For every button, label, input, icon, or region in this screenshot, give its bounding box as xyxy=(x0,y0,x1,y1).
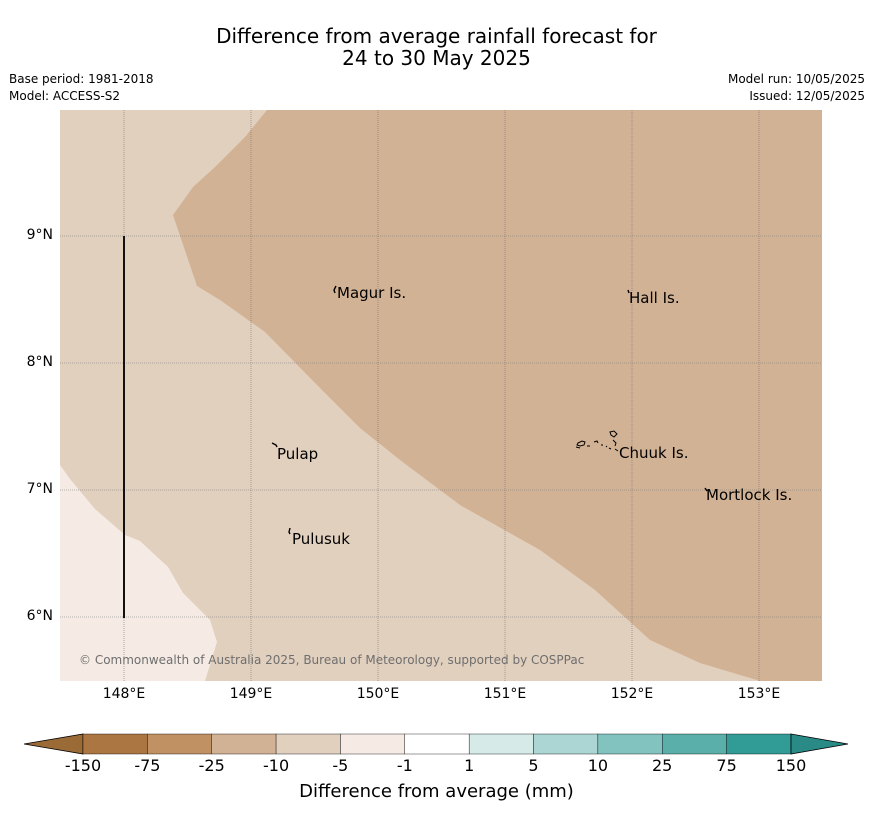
colorbar-segment xyxy=(533,733,599,755)
colorbar-segment xyxy=(82,733,148,755)
base-period-text: Base period: 1981-2018 xyxy=(9,72,154,86)
magur-island-outline xyxy=(333,285,337,294)
place-label-hall: Hall Is. xyxy=(629,289,680,307)
lon-label-153e: 153°E xyxy=(737,686,781,702)
pulap-island-outline xyxy=(271,442,278,448)
chuuk-island-outlines xyxy=(575,430,619,452)
colorbar-tick-label: 25 xyxy=(652,756,673,775)
colorbar-tick-label: -150 xyxy=(64,756,102,775)
lat-label-7n: 7°N xyxy=(26,481,53,497)
place-label-pulusuk: Pulusuk xyxy=(292,530,350,548)
lon-label-149e: 149°E xyxy=(229,686,273,702)
colorbar-tick-label: -1 xyxy=(396,756,413,775)
colorbar-segment xyxy=(211,733,277,755)
colorbar-segment xyxy=(275,733,341,755)
colorbar-segment xyxy=(726,733,792,755)
lat-label-9n: 9°N xyxy=(26,227,53,243)
lat-label-6n: 6°N xyxy=(26,608,53,624)
colorbar-segment xyxy=(468,733,534,755)
pulusuk-island-outline xyxy=(288,527,291,535)
copyright-notice: © Commonwealth of Australia 2025, Bureau… xyxy=(79,653,585,667)
map-title-line-2: 24 to 30 May 2025 xyxy=(342,46,531,70)
model-run-text: Model run: 10/05/2025 xyxy=(727,72,865,86)
colorbar-over-arrow xyxy=(790,733,849,755)
lon-label-152e: 152°E xyxy=(610,686,654,702)
lon-label-150e: 150°E xyxy=(356,686,400,702)
island-outlines xyxy=(271,285,708,535)
colorbar-segment xyxy=(404,733,470,755)
lon-label-148e: 148°E xyxy=(102,686,146,702)
colorbar-segments xyxy=(82,733,792,755)
colorbar-graphic xyxy=(23,733,849,755)
field-minus-25-to-10 xyxy=(173,110,822,681)
map-title-line-1: Difference from average rainfall forecas… xyxy=(216,24,657,48)
place-label-magur: Magur Is. xyxy=(337,284,407,302)
colorbar-tick-label: -75 xyxy=(134,756,161,775)
mortlock-island-outline xyxy=(704,487,708,492)
colorbar-segment xyxy=(662,733,727,755)
place-label-chuuk: Chuuk Is. xyxy=(619,444,689,462)
colorbar-label: Difference from average (mm) xyxy=(299,781,574,802)
colorbar-tick-label: 10 xyxy=(587,756,609,775)
colorbar xyxy=(23,733,850,759)
hall-island-outline xyxy=(627,289,630,294)
colorbar-tick-label: -10 xyxy=(263,756,290,775)
colorbar-tick-label: -25 xyxy=(198,756,225,775)
colorbar-segment xyxy=(340,733,406,755)
colorbar-tick-label: 75 xyxy=(716,756,737,775)
model-text: Model: ACCESS-S2 xyxy=(9,89,121,103)
place-label-pulap: Pulap xyxy=(277,445,319,463)
map-canvas xyxy=(60,110,822,681)
lon-label-151e: 151°E xyxy=(483,686,527,702)
colorbar-segment xyxy=(597,733,663,755)
field-minus-5-to-1 xyxy=(60,465,217,681)
place-label-mortlock: Mortlock Is. xyxy=(706,486,793,504)
colorbar-under-arrow xyxy=(23,733,84,755)
forecast-map: Magur Is. Hall Is. Pulap Chuuk Is. Mortl… xyxy=(60,110,822,681)
colorbar-tick-label: 1 xyxy=(464,756,475,775)
colorbar-tick-label: 150 xyxy=(775,756,807,775)
graticule xyxy=(60,110,822,681)
colorbar-segment xyxy=(147,733,212,755)
issued-text: Issued: 12/05/2025 xyxy=(749,89,865,103)
colorbar-tick-label: 5 xyxy=(528,756,539,775)
colorbar-tick-label: -5 xyxy=(332,756,349,775)
lat-label-8n: 8°N xyxy=(26,354,53,370)
